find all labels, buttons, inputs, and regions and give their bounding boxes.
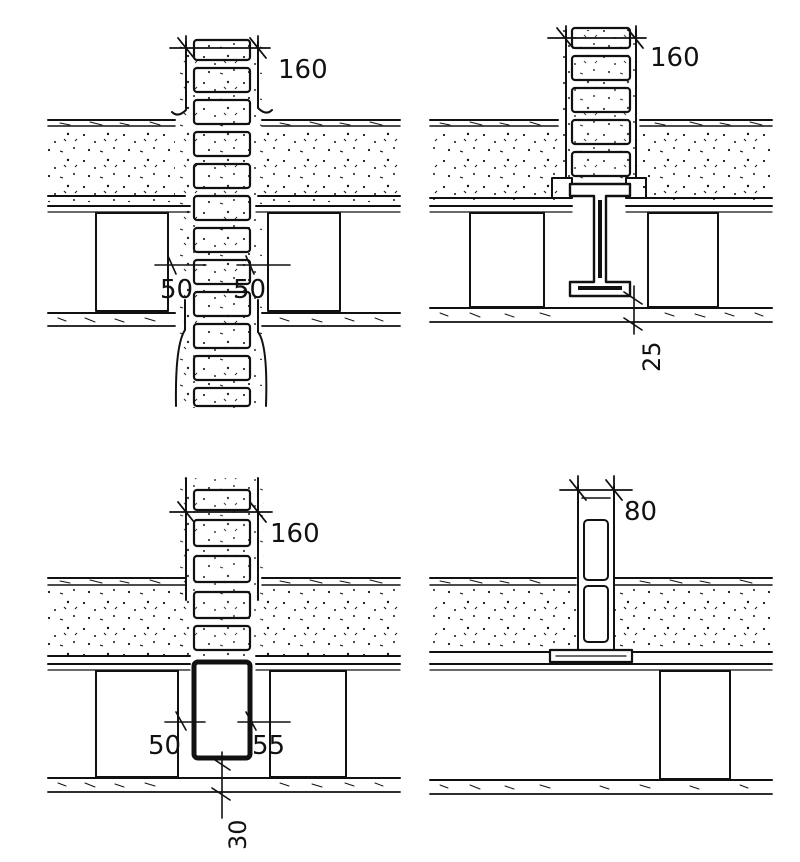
dimension-label: 160 — [650, 43, 700, 73]
dimension-160: 160 — [169, 35, 328, 85]
timber-joist — [647, 212, 719, 308]
detail-top-right: 160 25 — [429, 25, 773, 372]
masonry-wall — [192, 488, 252, 652]
gap-left-label: 50 — [160, 275, 193, 305]
steel-i-beam — [568, 182, 632, 298]
bearing-offset-label: 30 — [224, 819, 252, 850]
dimension-160: 160 — [169, 499, 320, 549]
screed-layer — [640, 126, 772, 200]
bearing-offset-label: 25 — [638, 341, 666, 372]
dimension-label: 160 — [278, 55, 328, 85]
timber-joist — [95, 670, 179, 778]
screed-layer — [614, 585, 772, 653]
timber-joist — [95, 212, 169, 312]
detail-bottom-left: 160 50 55 30 — [47, 477, 401, 850]
dimension-label: 160 — [270, 519, 320, 549]
gap-left-label: 50 — [148, 731, 181, 761]
dimension-80: 80 — [559, 475, 657, 527]
dimension-30: 30 — [211, 751, 252, 850]
dimension-25: 25 — [623, 285, 666, 372]
dimension-gaps: 50 55 — [148, 711, 291, 761]
thin-partition-wall — [577, 485, 615, 651]
screed-layer — [262, 585, 400, 657]
timber-joist — [469, 212, 545, 308]
detail-top-left: 160 50 50 — [47, 35, 401, 408]
dimension-label: 80 — [624, 497, 657, 527]
detail-bottom-right: 80 — [429, 475, 773, 795]
masonry-wall — [192, 38, 252, 408]
gap-right-label: 55 — [252, 731, 285, 761]
timber-joist — [267, 212, 341, 312]
dimension-160: 160 — [547, 25, 700, 73]
steel-box-section — [191, 659, 253, 761]
screed-layer — [48, 585, 185, 657]
dimension-gaps: 50 50 — [154, 255, 291, 305]
gap-right-label: 50 — [233, 275, 266, 305]
screed-layer — [430, 126, 558, 200]
screed-layer — [262, 126, 400, 202]
screed-layer — [48, 126, 175, 202]
screed-layer — [430, 585, 576, 653]
timber-joist — [269, 670, 347, 778]
timber-joist — [659, 670, 731, 780]
